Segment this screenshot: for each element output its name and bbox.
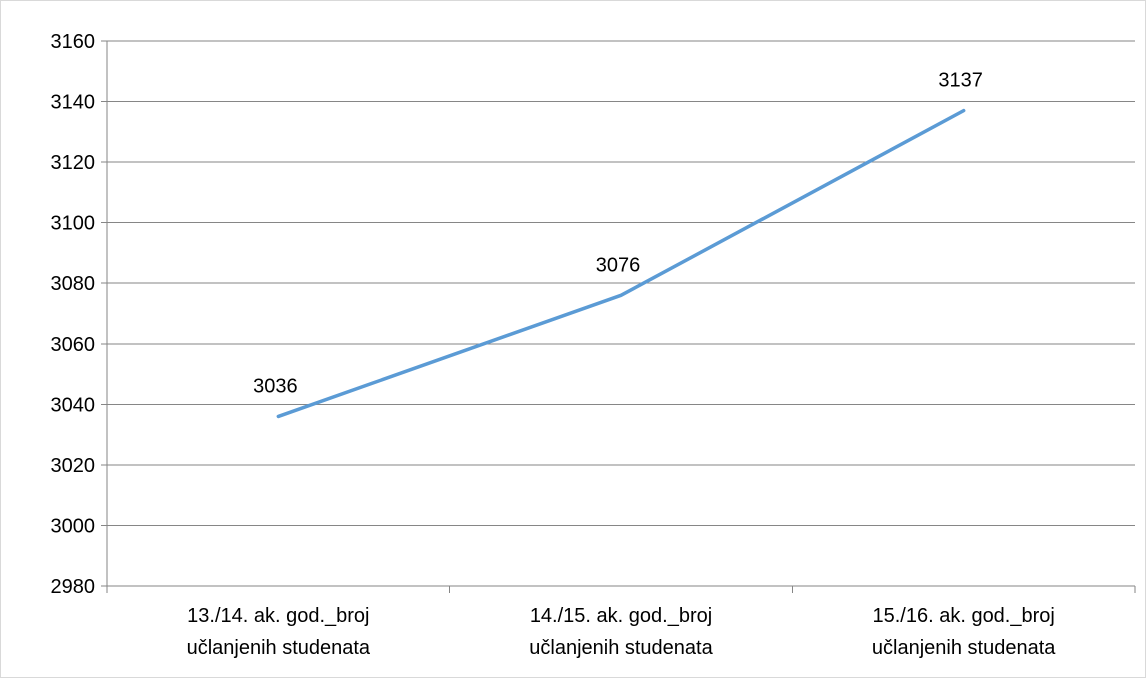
x-category-label: 15./16. ak. god._broj učlanjenih studenat… [872, 605, 1056, 659]
data-labels: 3036 3076 3137 [253, 70, 983, 398]
data-label: 3076 [596, 254, 641, 276]
x-category-label: 14./15. ak. god._broj učlanjenih studenat… [529, 605, 713, 659]
y-tick-label: 3020 [51, 455, 96, 477]
y-tick-label: 3060 [51, 334, 96, 356]
y-tick-label: 3040 [51, 394, 96, 416]
data-label: 3137 [938, 70, 983, 92]
y-tick-label: 3000 [51, 515, 96, 537]
series-lines [276, 108, 966, 419]
axes [101, 40, 1136, 593]
y-tick-label: 3160 [51, 31, 96, 53]
x-axis-category-labels: 13./14. ak. god._broj učlanjenih studenat… [187, 605, 1057, 659]
y-tick-label: 3100 [51, 213, 96, 235]
data-label: 3036 [253, 375, 298, 397]
y-tick-label: 2980 [51, 576, 96, 598]
x-category-label: 13./14. ak. god._broj učlanjenih studenat… [187, 605, 371, 659]
y-axis-tick-labels: 2980 3000 3020 3040 3060 3080 3100 3120 3140 3160 [51, 31, 96, 598]
y-tick-label: 3120 [51, 152, 96, 174]
y-tick-label: 3080 [51, 273, 96, 295]
y-tick-label: 3140 [51, 92, 96, 114]
series-line-0 [276, 108, 966, 419]
gridlines [107, 40, 1135, 526]
